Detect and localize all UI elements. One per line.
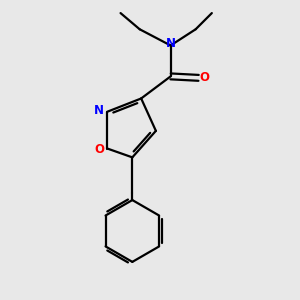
Text: N: N [166,38,176,50]
Text: N: N [94,104,104,117]
Text: O: O [94,143,104,157]
Text: O: O [200,71,209,84]
